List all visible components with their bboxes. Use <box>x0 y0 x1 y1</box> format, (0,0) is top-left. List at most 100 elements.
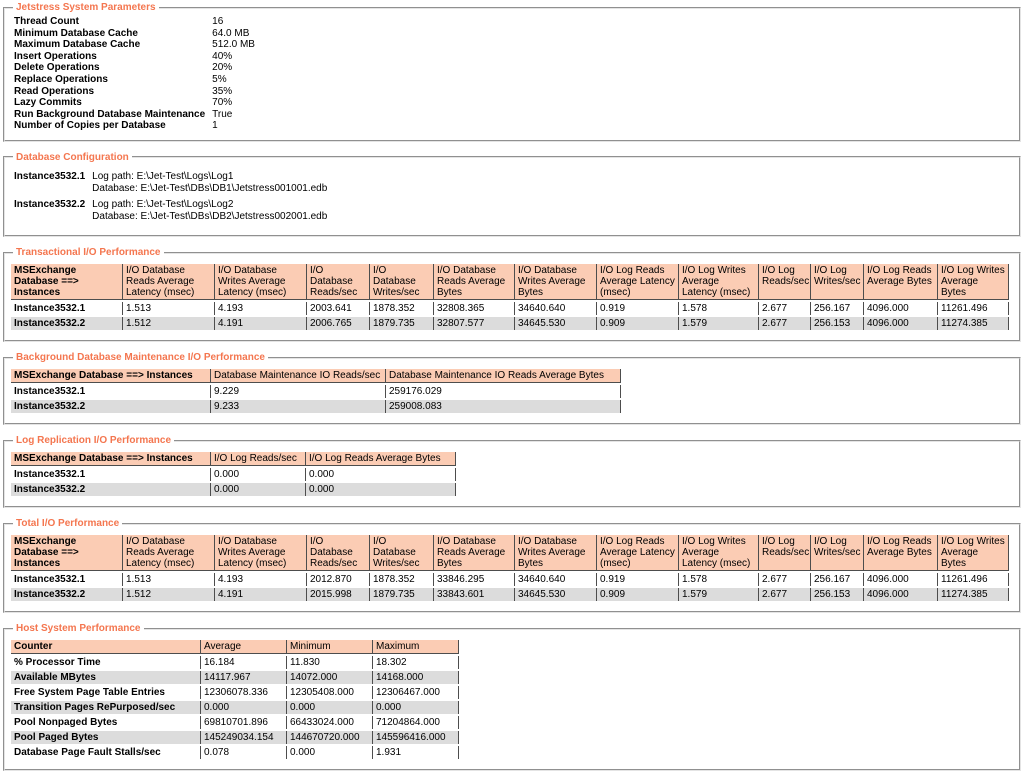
column-header: I/O Database Reads/sec <box>307 535 370 572</box>
table-cell: 0.000 <box>373 701 459 715</box>
section-transactional-io: Transactional I/O Performance MSExchange… <box>3 247 1021 343</box>
table-cell: 2.677 <box>759 317 811 331</box>
table-row: Replace Operations 5% <box>11 74 259 86</box>
column-header: I/O Database Writes Average Latency (mse… <box>215 535 307 572</box>
column-header: I/O Log Reads Average Bytes <box>864 264 938 301</box>
column-header: I/O Log Reads/sec <box>759 264 811 301</box>
table-row: Lazy Commits 70% <box>11 97 259 109</box>
table-cell: 2006.765 <box>307 317 370 331</box>
transactional-io-table: MSExchange Database ==> Instances I/O Dat… <box>11 262 1009 332</box>
section-title-transactional-io: Transactional I/O Performance <box>16 247 161 259</box>
table-cell: Read Operations <box>14 85 95 97</box>
column-header: I/O Log Reads Average Latency (msec) <box>597 264 679 301</box>
table-cell: 2.677 <box>759 302 811 316</box>
table-cell: 512.0 MB <box>212 39 255 51</box>
table-header-row: MSExchange Database ==> Instances I/O Dat… <box>11 535 1009 572</box>
table-cell: 1878.352 <box>370 302 434 316</box>
table-cell: 0.909 <box>597 317 679 331</box>
table-cell: Maximum Database Cache <box>14 39 141 51</box>
section-host-system-performance: Host System Performance Counter Average Mi… <box>3 623 1021 772</box>
table-cell: Number of Copies per Database <box>14 120 166 132</box>
table-cell: 9.229 <box>211 385 386 399</box>
table-cell: 16.184 <box>201 656 287 670</box>
column-header: I/O Database Writes Average Bytes <box>515 264 597 301</box>
section-title-background-maintenance-io: Background Database Maintenance I/O Perf… <box>16 352 265 364</box>
column-header: I/O Log Writes Average Latency (msec) <box>679 535 759 572</box>
column-header: I/O Log Writes/sec <box>811 264 864 301</box>
table-cell: 40% <box>212 50 233 62</box>
table-cell: 16 <box>212 16 224 27</box>
table-cell: Instance3532.1 <box>11 468 211 482</box>
table-cell: 4096.000 <box>864 317 938 331</box>
table-cell: 4096.000 <box>864 302 938 316</box>
table-cell: 69810701.896 <box>201 716 287 730</box>
table-cell: 259176.029 <box>386 385 621 399</box>
column-header: I/O Log Reads/sec <box>759 535 811 572</box>
table-cell: 1879.735 <box>370 588 434 602</box>
table-cell: 9.233 <box>211 400 386 414</box>
column-header: I/O Database Reads Average Bytes <box>434 535 515 572</box>
table-cell: 20% <box>212 62 233 74</box>
column-header: MSExchange Database ==> Instances <box>11 452 211 467</box>
column-header: I/O Database Writes Average Bytes <box>515 535 597 572</box>
table-row: Run Background Database Maintenance True <box>11 109 259 121</box>
table-cell: 256.167 <box>811 302 864 316</box>
section-log-replication-io: Log Replication I/O Performance MSExchan… <box>3 435 1021 509</box>
table-cell: 11274.385 <box>938 317 1009 331</box>
table-cell: 1.579 <box>679 588 759 602</box>
table-cell: 4096.000 <box>864 573 938 587</box>
table-cell: Delete Operations <box>14 62 100 74</box>
table-cell: Instance3532.1 <box>11 385 211 399</box>
column-header: MSExchange Database ==> Instances <box>11 264 123 301</box>
table-cell: 2015.998 <box>307 588 370 602</box>
table-cell: 33843.601 <box>434 588 515 602</box>
column-header: I/O Log Reads Average Latency (msec) <box>597 535 679 572</box>
table-cell: 34645.530 <box>515 317 597 331</box>
table-cell: 1.578 <box>679 573 759 587</box>
table-cell: Free System Page Table Entries <box>11 686 201 700</box>
table-cell: Instance3532.2 <box>14 199 86 211</box>
table-row: Read Operations 35% <box>11 86 259 98</box>
column-header: I/O Database Reads Average Latency (msec… <box>123 535 215 572</box>
table-cell: 1.513 <box>123 573 215 587</box>
table-row: Instance3532.2 9.233 259008.083 <box>11 400 621 414</box>
system-parameters-table: Thread Count 16 Minimum Database Cache 64.0… <box>11 16 259 132</box>
column-header: I/O Log Reads Average Bytes <box>306 452 456 467</box>
section-database-configuration: Database Configuration Instance3532.1 Log… <box>3 151 1021 238</box>
column-header: MSExchange Database ==> Instances <box>11 535 123 572</box>
table-cell: Instance3532.2 <box>11 317 123 331</box>
table-cell: 14072.000 <box>287 671 373 685</box>
table-header-row: Counter Average Minimum Maximum <box>11 640 459 655</box>
column-header: I/O Log Writes/sec <box>811 535 864 572</box>
column-header: Database Maintenance IO Reads Average By… <box>386 369 621 384</box>
table-row: Instance3532.1 9.229 259176.029 <box>11 385 621 399</box>
table-cell: 2.677 <box>759 573 811 587</box>
table-cell: 0.919 <box>597 573 679 587</box>
table-cell: 256.153 <box>811 588 864 602</box>
table-cell: 259008.083 <box>386 400 621 414</box>
column-header: Minimum <box>287 640 373 655</box>
table-row: Instance3532.2 0.000 0.000 <box>11 483 456 497</box>
table-cell: Available MBytes <box>11 671 201 685</box>
table-cell: % Processor Time <box>11 656 201 670</box>
table-cell: 0.000 <box>211 483 306 497</box>
table-cell: Instance3532.2 <box>11 588 123 602</box>
section-title-system-parameters: Jetstress System Parameters <box>16 2 156 13</box>
table-cell: 32807.577 <box>434 317 515 331</box>
table-cell: 66433024.000 <box>287 716 373 730</box>
table-row: Insert Operations 40% <box>11 51 259 63</box>
table-row: Transition Pages RePurposed/sec 0.000 0.00… <box>11 701 459 715</box>
table-cell: 0.000 <box>211 468 306 482</box>
table-cell: 12306078.336 <box>201 686 287 700</box>
section-total-io: Total I/O Performance MSExchange Databas… <box>3 518 1021 614</box>
table-cell: 0.919 <box>597 302 679 316</box>
table-row: Instance3532.1 Log path: E:\Jet-Test\Logs… <box>11 171 331 194</box>
table-cell: 1.512 <box>123 588 215 602</box>
table-cell: 0.909 <box>597 588 679 602</box>
table-cell: 0.000 <box>287 701 373 715</box>
column-header: Average <box>201 640 287 655</box>
table-cell: Insert Operations <box>14 50 97 62</box>
table-cell: 0.000 <box>306 468 456 482</box>
table-cell: Instance3532.1 <box>11 302 123 316</box>
table-cell: 34640.640 <box>515 302 597 316</box>
